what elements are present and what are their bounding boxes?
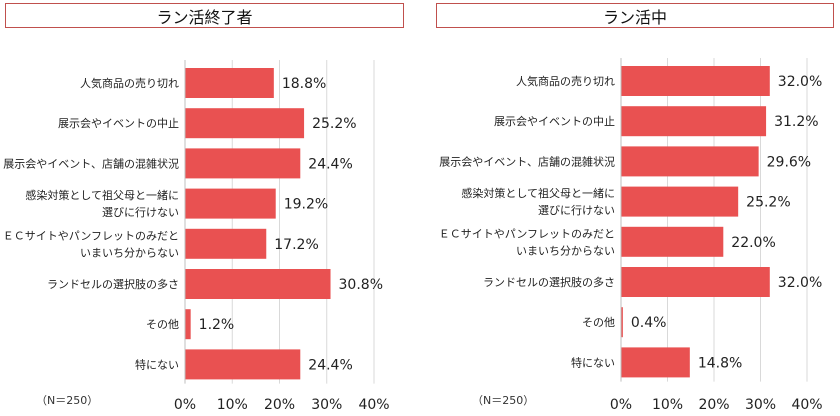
right-bar (621, 267, 770, 297)
right-category-label: 選びに行けない (538, 204, 615, 217)
left-x-tick-label: 0% (174, 397, 196, 413)
left-category-label: いまいち分からない (80, 246, 179, 259)
panel-title-right: ラン活中 (436, 3, 834, 28)
left-category-label: 展示会やイベント、店舗の混雑状況 (3, 156, 179, 170)
left-value-label: 25.2% (312, 116, 356, 132)
left-bar (185, 228, 267, 259)
left-category-label: ＥＣサイトやパンフレットのみだと (3, 229, 179, 242)
left-x-tick-label: 10% (217, 397, 248, 413)
right-bar (621, 226, 724, 257)
right-category-label: ランドセルの選択肢の多さ (483, 275, 615, 289)
left-value-label: 24.4% (308, 357, 352, 373)
left-value-label: 18.8% (282, 76, 326, 92)
right-bar (621, 66, 770, 96)
right-value-label: 29.6% (767, 154, 811, 170)
left-x-tick-label: 20% (264, 397, 295, 413)
right-bar (621, 307, 623, 338)
right-value-label: 25.2% (746, 195, 790, 211)
left-x-tick-label: 30% (311, 397, 342, 413)
left-category-label: その他 (146, 318, 179, 331)
sample-size-note-left: （N＝250） (36, 394, 98, 407)
right-x-tick-label: 30% (745, 397, 776, 413)
left-bar (185, 68, 274, 98)
chart-right: 0% 10% 20% 30% 40% 32.0% 人気商品の売り切れ 31.2% 展示会やイベン… (439, 58, 823, 413)
right-value-label: 0.4% (631, 315, 667, 331)
right-category-label: 展示会やイベント、店舗の混雑状況 (439, 154, 615, 168)
right-category-label: 人気商品の売り切れ (516, 74, 615, 88)
right-value-label: 14.8% (698, 355, 742, 371)
right-x-tick-label: 0% (610, 397, 632, 413)
right-bar (621, 186, 739, 217)
right-value-label: 31.2% (774, 114, 818, 130)
left-value-label: 19.2% (284, 197, 328, 213)
right-x-tick-label: 20% (698, 397, 729, 413)
right-category-label: 感染対策として祖父母と一緒に (461, 186, 615, 200)
left-value-label: 24.4% (308, 156, 352, 172)
right-x-tick-label: 40% (791, 397, 822, 413)
left-category-label: 展示会やイベントの中止 (58, 117, 179, 130)
left-bar (185, 309, 191, 340)
panel-title-left: ラン活終了者 (5, 3, 404, 28)
right-category-label: ＥＣサイトやパンフレットのみだと (439, 227, 615, 240)
left-bar (185, 108, 305, 139)
left-value-label: 17.2% (274, 237, 318, 253)
left-category-label: 人気商品の売り切れ (80, 76, 179, 90)
left-bar (185, 148, 301, 179)
right-value-label: 22.0% (731, 235, 775, 251)
right-value-label: 32.0% (778, 74, 822, 90)
left-category-label: ランドセルの選択肢の多さ (47, 277, 179, 291)
right-category-label: 特にない (571, 355, 615, 369)
right-category-label: 展示会やイベントの中止 (494, 115, 615, 128)
sample-size-note-right: （N＝250） (472, 394, 534, 407)
right-category-label: その他 (582, 316, 615, 329)
left-bar (185, 269, 331, 299)
left-bar (185, 188, 276, 219)
chart-left: 0% 10% 20% 30% 40% 18.8% 人気商品の売り切れ 25.2% 展示会やイベン… (3, 60, 390, 413)
left-category-label: 感染対策として祖父母と一緒に (25, 188, 179, 202)
left-bar (185, 349, 301, 380)
right-x-tick-label: 10% (652, 397, 683, 413)
right-category-label: いまいち分からない (516, 244, 615, 257)
right-value-label: 32.0% (778, 275, 822, 291)
left-value-label: 1.2% (199, 317, 235, 333)
left-category-label: 選びに行けない (102, 206, 179, 219)
right-bar (621, 347, 690, 378)
right-bar (621, 146, 759, 177)
right-bar (621, 106, 767, 137)
left-category-label: 特にない (135, 357, 179, 371)
left-x-tick-label: 40% (358, 397, 389, 413)
left-value-label: 30.8% (339, 277, 383, 293)
